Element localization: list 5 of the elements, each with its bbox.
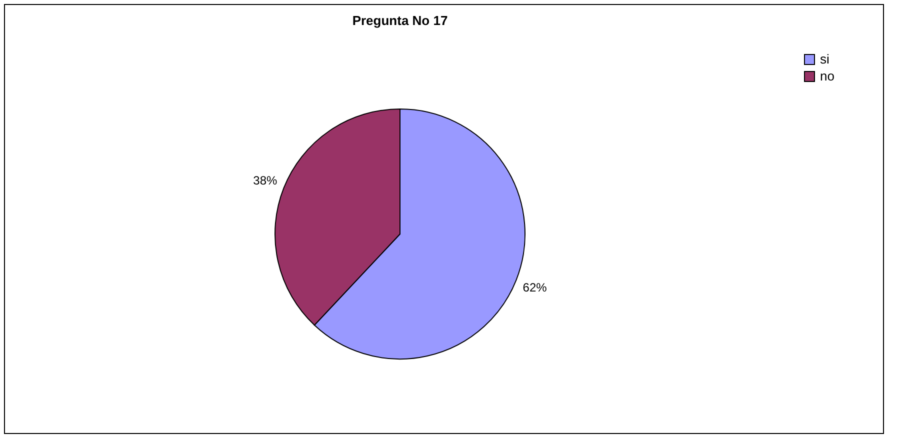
data-label: 38% — [253, 174, 278, 188]
chart-title: Pregunta No 17 — [352, 13, 448, 28]
legend-label: no — [820, 68, 834, 84]
legend-label: si — [820, 52, 830, 66]
data-label: 62% — [522, 280, 548, 294]
